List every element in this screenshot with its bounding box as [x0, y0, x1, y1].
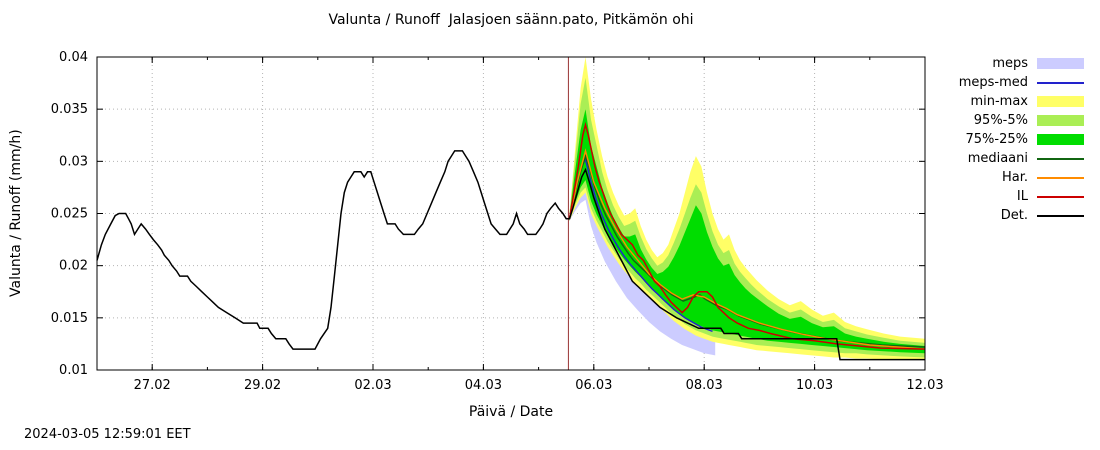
- legend-item-har: Har.: [959, 168, 1084, 187]
- x-tick-label: 10.03: [796, 378, 833, 393]
- x-tick-label: 27.02: [134, 378, 171, 393]
- legend-item-mediaani: mediaani: [959, 149, 1084, 168]
- legend-swatch-line: [1037, 195, 1084, 198]
- x-tick-label: 04.03: [465, 378, 502, 393]
- x-axis-label: Päivä / Date: [468, 404, 554, 420]
- legend-swatch-band: [1037, 58, 1084, 69]
- chart-title: Valunta / Runoff Jalasjoen säänn.pato, P…: [328, 12, 694, 28]
- chart-legend: meps meps-med min-max 95%-5% 75%-25% mediaani…: [959, 54, 1084, 225]
- legend-item-det: Det.: [959, 206, 1084, 225]
- series-meps-med: [568, 157, 713, 333]
- x-tick-label: 12.03: [906, 378, 943, 393]
- legend-swatch-band: [1037, 134, 1084, 145]
- band-p75-p25: [569, 109, 925, 354]
- legend-label: meps-med: [958, 75, 1028, 90]
- legend-item-min-max: min-max: [959, 92, 1084, 111]
- timestamp: 2024-03-05 12:59:01 EET: [24, 427, 191, 442]
- legend-label: 95%-5%: [973, 113, 1028, 128]
- legend-label: Har.: [1001, 170, 1028, 185]
- x-tick-label: 02.03: [354, 378, 391, 393]
- x-tick-label: 29.02: [244, 378, 281, 393]
- y-tick-label: 0.04: [59, 50, 88, 65]
- legend-label: Det.: [1000, 208, 1028, 223]
- legend-item-meps-med: meps-med: [959, 73, 1084, 92]
- legend-label: IL: [1016, 189, 1028, 204]
- series-il: [568, 121, 926, 350]
- y-tick-label: 0.025: [51, 207, 88, 222]
- legend-label: 75%-25%: [965, 132, 1028, 147]
- y-tick-label: 0.015: [51, 311, 88, 326]
- legend-swatch-band: [1037, 115, 1084, 126]
- legend-label: meps: [992, 56, 1028, 71]
- legend-label: min-max: [970, 94, 1028, 109]
- legend-swatch-band: [1037, 96, 1084, 107]
- legend-swatch-line: [1037, 214, 1084, 217]
- y-tick-label: 0.035: [51, 102, 88, 117]
- legend-item-95-5: 95%-5%: [959, 111, 1084, 130]
- x-tick-label: 06.03: [575, 378, 612, 393]
- series-det: [96, 150, 925, 361]
- y-tick-label: 0.02: [59, 259, 88, 274]
- legend-swatch-line: [1037, 81, 1084, 84]
- y-tick-label: 0.03: [59, 154, 88, 169]
- legend-label: mediaani: [967, 151, 1028, 166]
- y-tick-label: 0.01: [59, 363, 88, 378]
- legend-swatch-line: [1037, 176, 1084, 179]
- legend-item-meps: meps: [959, 54, 1084, 73]
- legend-item-75-25: 75%-25%: [959, 130, 1084, 149]
- legend-item-il: IL: [959, 187, 1084, 206]
- x-tick-label: 08.03: [686, 378, 723, 393]
- legend-swatch-line: [1037, 157, 1084, 160]
